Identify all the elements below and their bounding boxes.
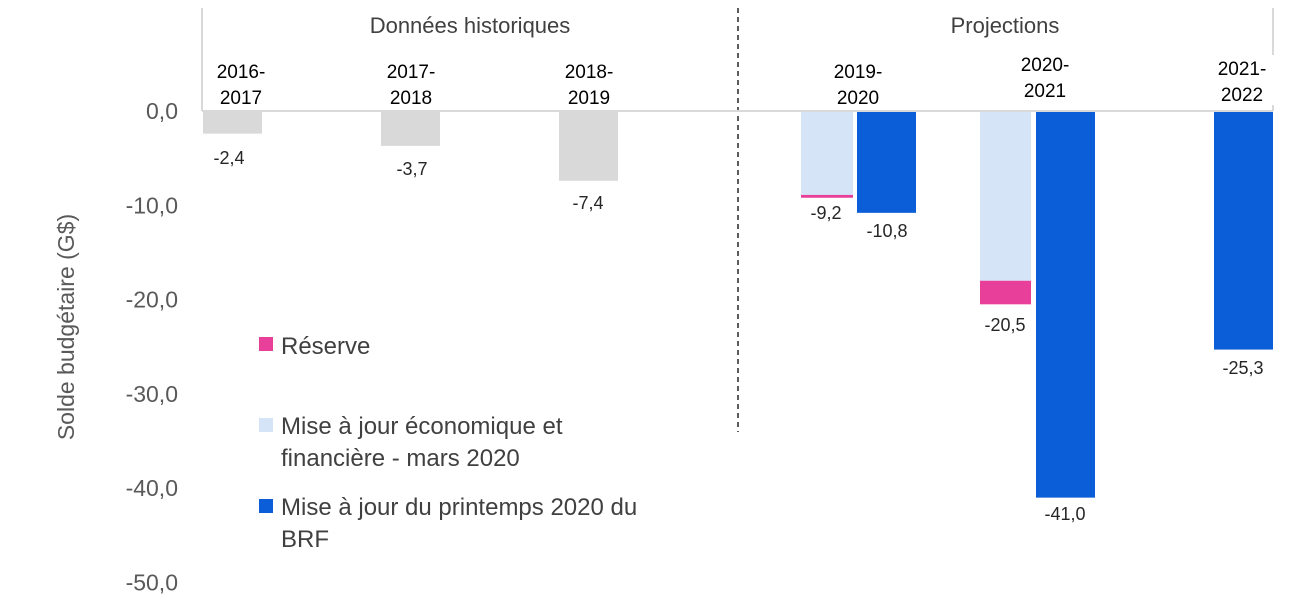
legend-label: Mise à jour économique et financière - ma… [281,413,563,472]
bar-mise-jour-conomique-et [801,111,853,195]
category-label: 2021- 2022 [1218,59,1267,106]
legend-label: Réserve [281,333,370,360]
bar-mise-jour-du-printemps-2020-du [857,111,916,213]
bar-mise-jour-conomique-et [980,111,1031,281]
y-tick-label: 0,0 [146,98,178,124]
data-label: -2,4 [213,148,244,168]
section-title-historical: Données historiques [370,13,571,38]
data-label: -9,2 [810,203,841,223]
category-label-line: 2019 [568,88,610,109]
data-label: -25,3 [1222,358,1263,378]
data-label: -20,5 [984,315,1025,335]
data-label: -3,7 [396,159,427,179]
legend-label: Mise à jour du printemps 2020 du BRF [281,494,637,553]
legend-label-line: BRF [281,526,329,553]
legend-swatch [259,337,273,351]
category-label-bg [1208,55,1276,105]
category-label-bg [1011,51,1079,101]
category-label: 2017- 2018 [387,62,436,109]
category-label-line: 2018- [565,62,614,83]
category-label-line: 2020 [837,88,879,109]
category-label-line: 2017 [220,88,262,109]
category-label-line: 2022 [1221,85,1263,106]
bar-mise-jour-du-printemps-2020-du [1214,111,1273,350]
bar-donn-es-historiques [559,111,618,181]
data-label: -10,8 [866,221,907,241]
category-label-bg [555,58,623,108]
category-label-line: 2019- [834,62,883,83]
category-label-line: 2020- [1021,55,1070,76]
category-label-bg [207,58,275,108]
category-label-line: 2017- [387,62,436,83]
category-label: 2018- 2019 [565,62,614,109]
legend-swatch [259,418,273,432]
legend-swatch [259,499,273,513]
section-title-projections: Projections [951,13,1060,38]
y-axis-label: Solde budgétaire (G$) [53,214,79,440]
y-tick-label: -50,0 [126,570,178,596]
category-label-line: 2018 [390,88,432,109]
data-label: -41,0 [1044,504,1085,524]
y-tick-label: -20,0 [126,287,178,313]
legend-label-line: Mise à jour économique et [281,413,563,440]
category-label: 2020- 2021 [1021,55,1070,102]
y-tick-label: -10,0 [126,192,178,218]
y-tick-label: -30,0 [126,381,178,407]
bar-donn-es-historiques [381,111,440,146]
legend-label-line: Réserve [281,333,370,360]
y-tick-label: -40,0 [126,475,178,501]
data-label: -7,4 [572,193,603,213]
category-label: 2016- 2017 [217,62,266,109]
category-label: 2019- 2020 [834,62,883,109]
bar-donn-es-historiques [203,111,262,134]
bar-reserve [801,194,853,198]
legend-label-line: Mise à jour du printemps 2020 du [281,494,637,521]
category-label-bg [377,58,445,108]
category-label-line: 2016- [217,62,266,83]
category-label-line: 2021- [1218,59,1267,80]
legend-label-line: financière - mars 2020 [281,445,520,472]
category-label-line: 2021 [1024,81,1066,102]
bar-reserve [980,280,1031,305]
bar-mise-jour-du-printemps-2020-du [1036,111,1095,498]
category-label-bg [824,58,892,108]
